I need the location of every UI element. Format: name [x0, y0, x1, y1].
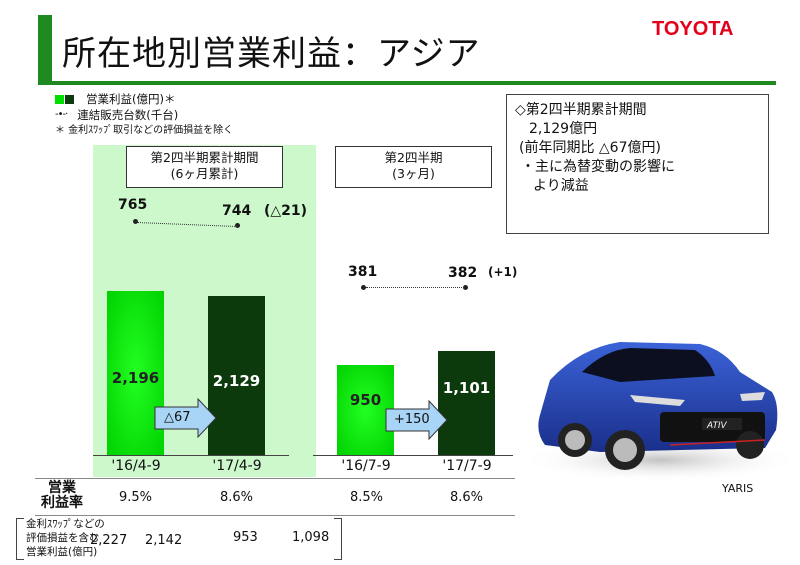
bar-16-4-9: 2,196 — [107, 291, 164, 455]
bar-17-7-9: 1,101 — [438, 351, 495, 455]
swap-16-4-9: 2,227 — [90, 533, 128, 548]
x-axis-cumulative — [93, 455, 289, 456]
units-change-cumulative: (△21) — [264, 203, 308, 219]
legend-item-profit: 営業利益(億円)＊ — [55, 91, 233, 107]
car-illustration-icon: ATIV — [520, 342, 800, 482]
right-arrow-icon — [385, 399, 448, 441]
car-caption: YARIS — [722, 482, 754, 495]
units-label-16-4-9: 765 — [118, 197, 148, 213]
x-label-16-4-9: '16/4-9 — [111, 458, 161, 474]
legend-item-units: -•-· 連結販売台数(千台) — [55, 108, 179, 122]
car-image: ATIV YARIS — [510, 320, 800, 495]
title-accent-bar — [38, 15, 52, 81]
swap-17-7-9: 1,098 — [292, 530, 330, 545]
page-title: 所在地別営業利益：アジア — [62, 34, 481, 74]
change-arrow-quarter: +150 — [385, 399, 449, 444]
light-green-swatch-icon — [55, 94, 64, 104]
left-bracket — [16, 518, 24, 560]
units-change-quarter: (+1) — [488, 265, 518, 279]
x-axis-quarter — [313, 455, 513, 456]
right-arrow-icon — [154, 397, 217, 439]
panel-header-quarter: 第2四半期 (3ヶ月) — [335, 146, 492, 188]
units-point — [463, 285, 468, 290]
units-point — [235, 223, 240, 228]
swap-17-4-9: 2,142 — [145, 533, 183, 548]
table-top-rule — [35, 478, 515, 479]
toyota-logo: TOYOTA — [652, 18, 734, 40]
units-label-17-7-9: 382 — [448, 265, 478, 281]
right-bracket — [334, 518, 342, 560]
x-label-17-7-9: '17/7-9 — [442, 458, 492, 474]
margin-16-4-9: 9.5% — [119, 490, 153, 505]
x-label-17-4-9: '17/4-9 — [212, 458, 262, 474]
swap-16-7-9: 953 — [233, 530, 258, 545]
swap-row-label: 金利ｽﾜｯﾌﾟなどの 評価損益を含む 営業利益(億円) — [26, 518, 105, 558]
legend-note: ＊ 金利ｽﾜｯﾌﾟ取引などの評価損益を除く — [55, 125, 234, 136]
margin-17-7-9: 8.6% — [450, 490, 484, 505]
bar-17-4-9: 2,129 — [208, 296, 265, 455]
margin-row-label: 営業 利益率 — [41, 480, 83, 511]
units-label-17-4-9: 744 — [222, 203, 252, 219]
dotted-line-icon: -•-· — [55, 109, 68, 120]
margin-17-4-9: 8.6% — [220, 490, 254, 505]
change-arrow-cumulative: △67 — [154, 397, 218, 442]
chart-legend: 営業利益(億円)＊ -•-· 連結販売台数(千台) ＊ 金利ｽﾜｯﾌﾟ取引などの… — [55, 91, 233, 139]
summary-box: ◇第2四半期累計期間 2,129億円 (前年同期比 △67億円) ・主に為替変動… — [506, 94, 769, 234]
units-label-16-7-9: 381 — [348, 264, 378, 280]
units-dotted-line — [366, 287, 464, 288]
panel-header-cumulative: 第2四半期累計期間 (6ヶ月累計) — [126, 146, 283, 188]
dark-green-swatch-icon — [65, 94, 74, 104]
svg-text:ATIV: ATIV — [706, 420, 727, 430]
x-label-16-7-9: '16/7-9 — [341, 458, 391, 474]
margin-16-7-9: 8.5% — [350, 490, 384, 505]
title-divider — [38, 81, 776, 85]
units-point — [361, 285, 366, 290]
units-point — [133, 219, 138, 224]
bar-16-7-9: 950 — [337, 365, 394, 455]
table-mid-rule — [35, 515, 515, 516]
